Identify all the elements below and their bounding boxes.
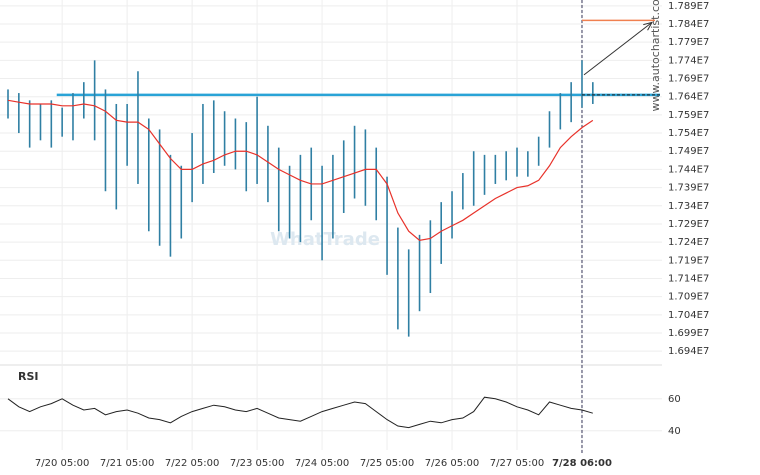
y-tick-label: 1.709E7 bbox=[668, 292, 709, 303]
y-tick-label: 1.789E7 bbox=[668, 1, 709, 12]
y-tick-label: 1.784E7 bbox=[668, 19, 709, 30]
x-tick-label: 7/20 05:00 bbox=[35, 458, 89, 469]
x-tick-label: 7/22 05:00 bbox=[165, 458, 219, 469]
y-tick-label: 1.779E7 bbox=[668, 37, 709, 48]
y-tick-label: 1.739E7 bbox=[668, 183, 709, 194]
forecast-arrow bbox=[583, 21, 653, 76]
y-tick-label: 1.714E7 bbox=[668, 273, 709, 284]
x-tick-label: 7/26 05:00 bbox=[425, 458, 479, 469]
y-tick-label: 1.729E7 bbox=[668, 219, 709, 230]
y-tick-label: 1.744E7 bbox=[668, 164, 709, 175]
y-tick-label: 1.724E7 bbox=[668, 237, 709, 248]
y-tick-label: 1.704E7 bbox=[668, 310, 709, 321]
y-tick-label: 1.734E7 bbox=[668, 201, 709, 212]
y-tick-label: 1.754E7 bbox=[668, 128, 709, 139]
y-tick-label: 1.719E7 bbox=[668, 255, 709, 266]
x-tick-label: 7/27 05:00 bbox=[490, 458, 544, 469]
y-tick-label: 1.774E7 bbox=[668, 55, 709, 66]
y-tick-label: 1.699E7 bbox=[668, 328, 709, 339]
y-tick-label: 1.769E7 bbox=[668, 74, 709, 85]
rsi-line bbox=[7, 396, 593, 429]
arrow-head bbox=[643, 21, 654, 31]
watermark: WhatTrade bbox=[270, 229, 380, 250]
y-tick-label: 1.749E7 bbox=[668, 146, 709, 157]
y-tick-label: 1.694E7 bbox=[668, 346, 709, 357]
y-tick-label: 1.759E7 bbox=[668, 110, 709, 121]
x-tick-label: 7/21 05:00 bbox=[100, 458, 154, 469]
watermark: www.autochartist.com bbox=[649, 0, 662, 111]
y-tick-label: 1.764E7 bbox=[668, 92, 709, 103]
x-tick-label: 7/25 05:00 bbox=[360, 458, 414, 469]
rsi-tick-label: 60 bbox=[668, 394, 681, 405]
x-tick-label: 7/23 05:00 bbox=[230, 458, 284, 469]
rsi-tick-label: 40 bbox=[668, 426, 681, 437]
moving-average bbox=[7, 99, 594, 241]
x-tick-label: 7/24 05:00 bbox=[295, 458, 349, 469]
rsi-title: RSI bbox=[18, 370, 39, 383]
x-tick-label: 7/28 06:00 bbox=[552, 458, 612, 469]
